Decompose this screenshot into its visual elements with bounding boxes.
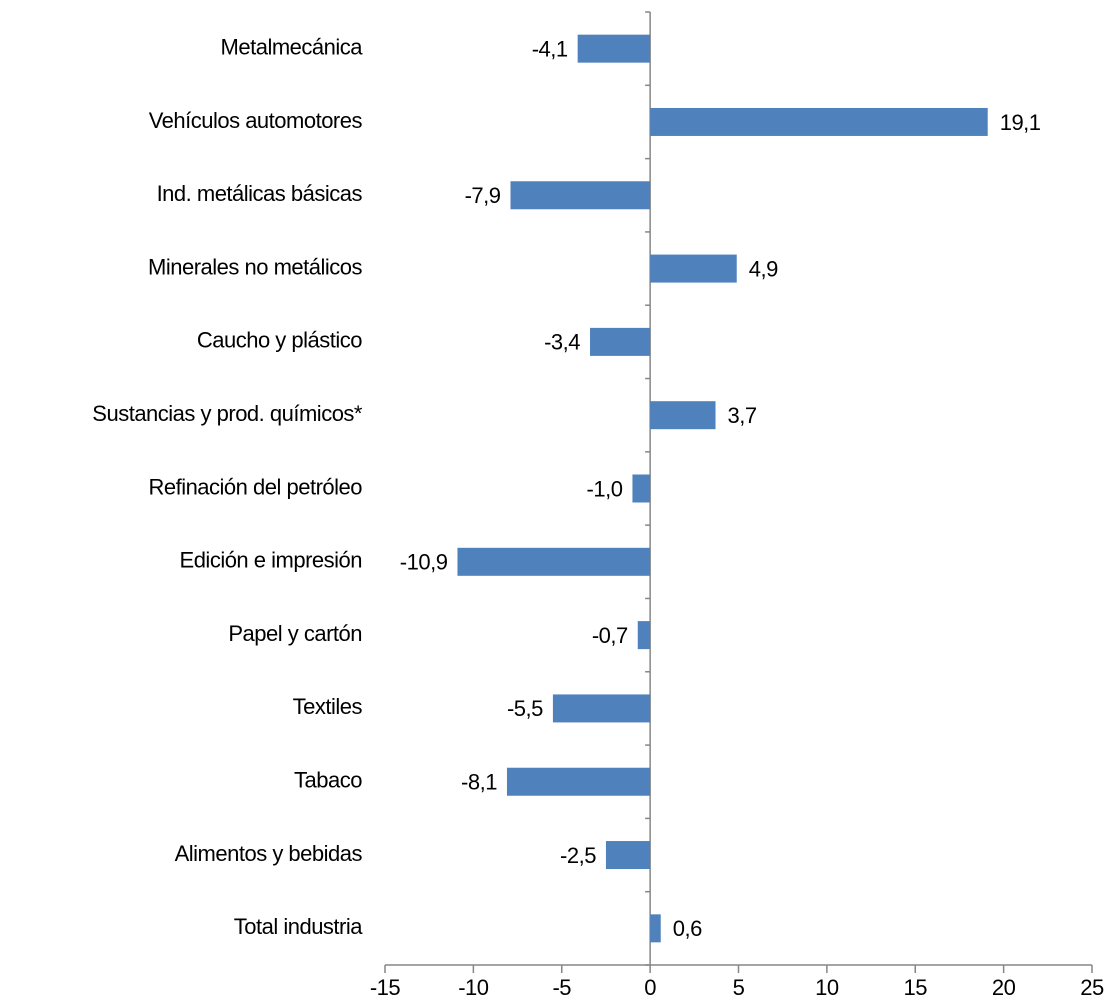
x-tick-label: -5 [552, 975, 571, 1000]
y-tick-label: Tabaco [294, 768, 362, 793]
y-tick-label: Metalmecánica [221, 34, 364, 59]
x-tick-label: -10 [458, 975, 489, 1000]
y-tick-label: Sustancias y prod. químicos* [92, 401, 363, 426]
y-tick-label: Minerales no metálicos [148, 254, 362, 279]
value-label: -2,5 [560, 843, 596, 868]
bar [577, 34, 651, 63]
x-tick-label: -15 [370, 975, 401, 1000]
value-label: -4,1 [532, 36, 568, 61]
x-tick-label: 20 [992, 975, 1016, 1000]
value-label: 0,6 [673, 916, 702, 941]
bar [552, 694, 651, 723]
bar [590, 327, 651, 356]
value-label: -5,5 [507, 696, 543, 721]
value-label: -0,7 [592, 623, 628, 648]
y-tick-label: Ind. metálicas básicas [157, 181, 363, 206]
y-tick-label: Total industria [234, 914, 364, 939]
x-tick-label: 10 [815, 975, 839, 1000]
y-tick-label: Caucho y plástico [197, 328, 362, 353]
y-tick-label: Vehículos automotores [149, 108, 363, 133]
value-label: 3,7 [728, 403, 757, 428]
value-label: -10,9 [400, 550, 448, 575]
value-label: 19,1 [1000, 110, 1041, 135]
bar [650, 107, 988, 136]
y-tick-label: Edición e impresión [180, 548, 362, 573]
y-tick-label: Papel y cartón [228, 621, 362, 646]
bar [457, 547, 651, 576]
value-label: 4,9 [749, 256, 778, 281]
y-tick-label: Refinación del petróleo [148, 474, 362, 499]
value-label: -7,9 [465, 183, 501, 208]
bar [637, 621, 651, 650]
value-label: -8,1 [461, 770, 497, 795]
x-tick-label: 5 [733, 975, 745, 1000]
y-tick-label: Textiles [293, 694, 363, 719]
bar [650, 254, 737, 283]
x-tick-label: 15 [904, 975, 928, 1000]
bar [605, 841, 651, 870]
value-label: -3,4 [544, 330, 580, 355]
bar [650, 401, 716, 430]
value-label: -1,0 [587, 476, 623, 501]
x-tick-label: 0 [644, 975, 656, 1000]
bar [650, 914, 661, 943]
x-tick-label: 25 [1080, 975, 1104, 1000]
bar [506, 767, 651, 796]
bar [510, 181, 651, 210]
bar [632, 474, 651, 503]
y-tick-label: Alimentos y bebidas [175, 841, 363, 866]
